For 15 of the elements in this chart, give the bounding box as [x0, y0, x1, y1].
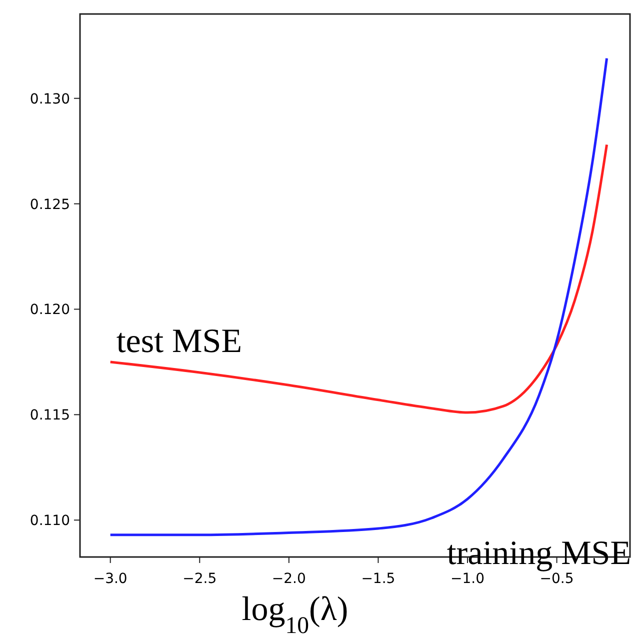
y-tick-label: 0.130: [30, 91, 70, 108]
y-tick-label: 0.120: [30, 302, 70, 318]
x-tick-label: −3.0: [93, 571, 128, 587]
x-axis-title: log$_{10}$(λ): [242, 591, 348, 639]
y-tick-label: 0.125: [30, 196, 70, 213]
x-tick-label: −0.5: [540, 571, 574, 587]
series-label: test MSE: [116, 322, 242, 360]
line-series: [109, 57, 608, 536]
x-tick-label: −2.5: [182, 571, 217, 587]
x-tick-label: −1.5: [361, 571, 396, 587]
x-tick-label: −2.0: [272, 571, 306, 587]
line-series: [109, 143, 608, 414]
y-tick-label: 0.110: [30, 513, 70, 530]
x-tick-label: −1.0: [450, 571, 484, 587]
y-tick-label: 0.115: [30, 408, 70, 424]
